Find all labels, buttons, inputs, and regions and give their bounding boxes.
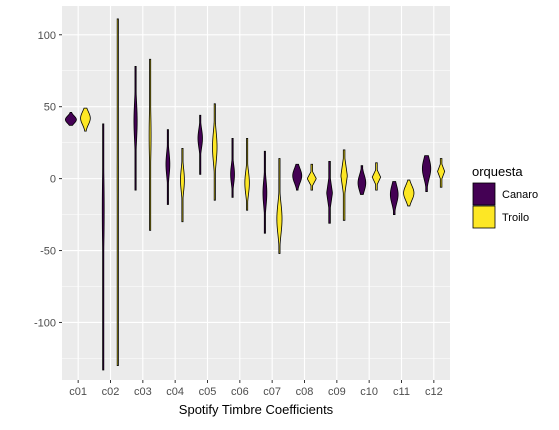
- x-tick-label-c07: c07: [263, 386, 281, 398]
- x-tick-label-c08: c08: [296, 386, 314, 398]
- y-tick-label: -100: [34, 317, 56, 329]
- y-tick-label: -50: [40, 246, 56, 258]
- x-tick-label-c03: c03: [134, 386, 152, 398]
- plot-panel: [62, 6, 450, 380]
- x-tick-label-c09: c09: [328, 386, 346, 398]
- violin-troilo-c01: [80, 107, 91, 132]
- violin-canaro-c12: [421, 155, 432, 192]
- violin-troilo-c02: [116, 18, 119, 367]
- legend-key-canaro: [472, 182, 496, 206]
- y-axis-ticks: -100 -50 0 50 100: [34, 30, 62, 329]
- grid-lines: [62, 6, 450, 380]
- x-tick-label-c02: c02: [102, 386, 120, 398]
- violin-troilo-c03: [148, 58, 152, 231]
- violin-troilo-c04: [180, 148, 185, 223]
- violin-canaro-c07: [262, 150, 268, 234]
- x-axis-title: Spotify Timbre Coefficients: [179, 402, 334, 417]
- x-tick-label-c05: c05: [199, 386, 217, 398]
- violin-troilo-c07: [276, 158, 283, 254]
- violins: [64, 18, 446, 371]
- violin-canaro-c10: [357, 165, 367, 195]
- violin-troilo-c12: [437, 158, 446, 188]
- violin-canaro-c02: [101, 123, 105, 371]
- violin-troilo-c06: [244, 137, 250, 211]
- legend-entries: Canaro Troilo: [472, 182, 538, 229]
- legend-label-troilo: Troilo: [502, 212, 529, 224]
- violin-troilo-c05: [212, 103, 218, 201]
- x-tick-label-c10: c10: [360, 386, 378, 398]
- violin-troilo-c11: [403, 179, 415, 207]
- x-tick-label-c06: c06: [231, 386, 249, 398]
- x-tick-label-c11: c11: [393, 386, 410, 398]
- violin-canaro-c03: [133, 66, 138, 191]
- violin-troilo-c09: [340, 149, 348, 221]
- y-tick-label: 50: [44, 102, 56, 114]
- y-tick-label: 0: [50, 174, 56, 186]
- x-tick-label-c12: c12: [425, 386, 443, 398]
- violin-canaro-c06: [230, 137, 235, 198]
- x-tick-label-c01: c01: [69, 386, 87, 398]
- x-tick-label-c04: c04: [166, 386, 184, 398]
- violin-canaro-c04: [165, 129, 171, 205]
- violin-canaro-c05: [197, 114, 203, 175]
- violin-troilo-c08: [306, 163, 317, 191]
- y-tick-label: 100: [38, 30, 56, 42]
- violin-canaro-c01: [64, 112, 77, 126]
- violin-canaro-c11: [389, 181, 399, 215]
- violin-canaro-c08: [292, 163, 303, 191]
- violin-troilo-c10: [371, 162, 382, 191]
- violin-canaro-c09: [326, 160, 333, 224]
- legend-title: orquesta: [472, 164, 523, 179]
- legend: orquesta Canaro Troilo: [472, 164, 538, 229]
- legend-label-canaro: Canaro: [502, 189, 538, 201]
- legend-key-troilo: [472, 205, 496, 229]
- x-axis-ticks: c01 c02 c03 c04 c05 c06 c07 c08 c09 c10 c11 c12: [69, 380, 443, 398]
